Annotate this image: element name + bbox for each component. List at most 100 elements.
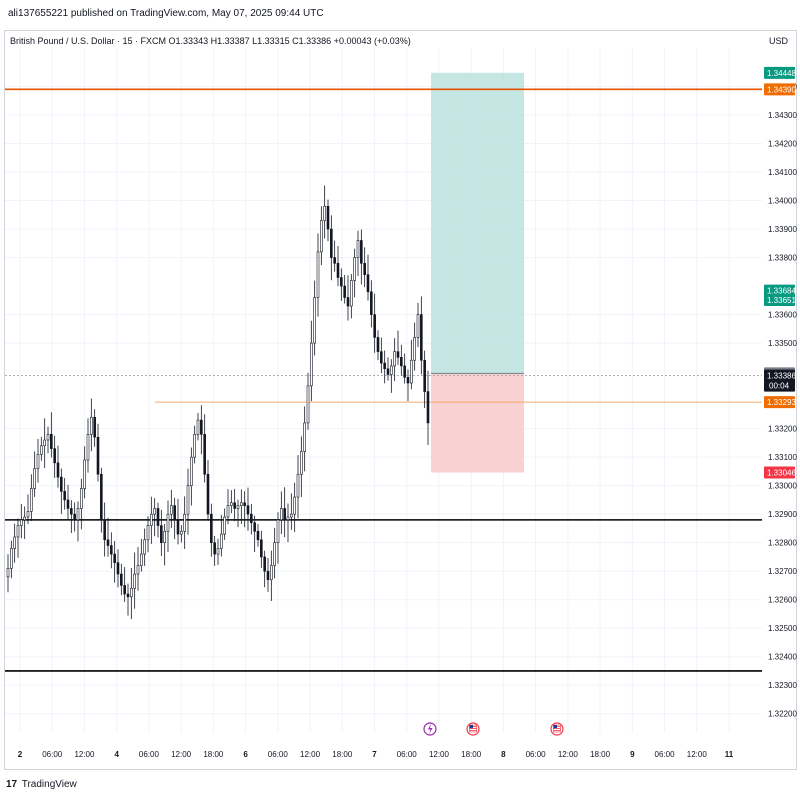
candle-body xyxy=(200,419,203,435)
candle-body xyxy=(146,525,150,541)
y-tick-label: 1.34300 xyxy=(768,111,797,120)
candle-body xyxy=(216,548,220,555)
candle-body xyxy=(293,496,296,515)
currency-label[interactable]: USD xyxy=(769,36,789,46)
price-tag: 1.34390 xyxy=(764,83,796,96)
horizontal-lines[interactable] xyxy=(5,88,762,672)
candle-body xyxy=(383,362,386,370)
price-tag-bg xyxy=(764,294,795,307)
candle-body xyxy=(33,468,36,489)
y-tick-label: 1.33100 xyxy=(768,453,797,462)
price-tag: 1.33293 xyxy=(764,396,796,409)
price-tag-bg xyxy=(764,284,795,297)
candle-body xyxy=(103,519,106,541)
candle-body xyxy=(386,368,390,375)
candle-body xyxy=(350,280,353,307)
x-tick-label: 2 xyxy=(18,750,23,759)
candle-body xyxy=(263,556,266,572)
candle-body xyxy=(130,587,133,598)
candle-body xyxy=(160,525,163,543)
candle-body xyxy=(43,439,46,447)
y-tick-label: 1.32800 xyxy=(768,539,797,548)
price-tag-bg xyxy=(764,396,795,409)
tradingview-logo-text: TradingView xyxy=(21,779,77,790)
candle-body xyxy=(10,548,13,569)
candle-body xyxy=(343,285,346,298)
price-tag-label: 1.33386 xyxy=(767,372,796,381)
candle-body xyxy=(36,453,40,469)
candle-body xyxy=(316,251,320,298)
candle-body xyxy=(53,448,56,464)
x-tick-label: 8 xyxy=(501,750,506,759)
candle-body xyxy=(406,377,410,384)
candle-body xyxy=(273,542,276,566)
candle-body xyxy=(213,542,216,555)
y-tick-label: 1.33600 xyxy=(768,311,797,320)
candle-body xyxy=(393,351,396,367)
candle-body xyxy=(266,570,270,581)
candle-body xyxy=(400,357,403,367)
candle-body xyxy=(90,416,93,435)
candle-body xyxy=(306,385,310,424)
price-tags: 1.344481.343901.336841.336511.333941.333… xyxy=(764,66,796,479)
x-tick-label: 6 xyxy=(243,750,248,759)
candle-body xyxy=(60,476,63,492)
candle-body xyxy=(13,536,16,549)
price-tag-bg xyxy=(764,66,795,79)
candle-body xyxy=(86,434,90,461)
candle-body xyxy=(40,445,43,455)
candle-body xyxy=(413,337,416,361)
candle-body xyxy=(240,502,243,506)
us-flag-event xyxy=(550,722,564,736)
candle-body xyxy=(76,508,80,521)
y-tick-label: 1.32900 xyxy=(768,510,797,519)
candle-body xyxy=(256,530,260,541)
candle-body xyxy=(46,434,50,441)
candle-body xyxy=(56,462,60,478)
candle-body xyxy=(180,530,183,535)
candle-body xyxy=(20,519,23,526)
candle-body xyxy=(363,262,366,275)
candle-body xyxy=(236,505,240,509)
candle-body xyxy=(233,502,236,509)
x-tick-label: 06:00 xyxy=(42,750,63,759)
candle-body xyxy=(136,565,140,575)
x-tick-label: 11 xyxy=(725,750,734,759)
x-tick-label: 06:00 xyxy=(139,750,160,759)
price-tag-label: 1.33293 xyxy=(767,398,796,407)
y-tick-label: 1.32400 xyxy=(768,653,797,662)
x-tick-label: 06:00 xyxy=(397,750,418,759)
y-tick-label: 1.33000 xyxy=(768,482,797,491)
price-tag: 1.33651 xyxy=(764,294,796,307)
x-tick-label: 12:00 xyxy=(74,750,95,759)
candle-body xyxy=(80,488,83,509)
x-tick-label: 7 xyxy=(372,750,377,759)
price-tag-bg xyxy=(764,83,795,96)
candle-body xyxy=(250,513,253,524)
candle-body xyxy=(100,473,103,521)
candle-body xyxy=(416,314,420,338)
candle-body xyxy=(346,297,350,307)
publisher-line: ali137655221 published on TradingView.co… xyxy=(8,8,324,19)
candle-body xyxy=(396,351,400,358)
y-tick-label: 1.34000 xyxy=(768,197,797,206)
candle-body xyxy=(173,505,176,521)
candle-body xyxy=(270,565,273,581)
price-tag-bg xyxy=(764,369,795,392)
candle-body xyxy=(183,513,186,532)
candle-body xyxy=(313,297,316,344)
y-tick-label: 1.32200 xyxy=(768,710,797,719)
candle-body xyxy=(283,508,286,521)
tradingview-logo[interactable]: 17 TradingView xyxy=(6,779,77,790)
candle-body xyxy=(296,473,300,498)
candle-body xyxy=(370,291,373,315)
candle-body xyxy=(253,522,256,532)
x-tick-label: 18:00 xyxy=(332,750,353,759)
symbol-legend[interactable]: British Pound / U.S. Dollar · 15 · FXCM … xyxy=(10,36,411,46)
risk-reward-zones[interactable] xyxy=(431,72,524,473)
time-axis[interactable]: 2 06:00 12:00 4 06:00 12:00 18:00 6 06:00 12:00 18… xyxy=(18,750,734,759)
candle-body xyxy=(426,391,430,424)
y-tick-label: 1.32500 xyxy=(768,624,797,633)
events[interactable] xyxy=(423,722,564,736)
